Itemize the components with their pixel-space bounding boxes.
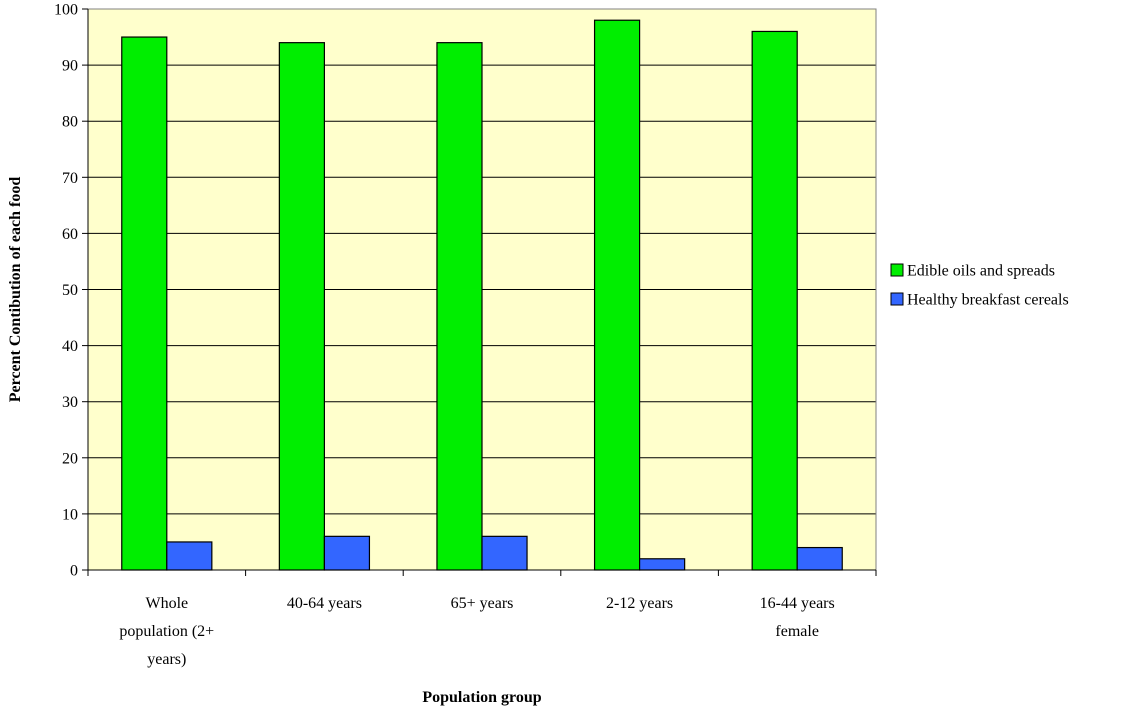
- bar-oils-4: [751, 30, 798, 571]
- y-tick-label: 10: [62, 506, 78, 523]
- legend: Edible oils and spreads Healthy breakfast…: [890, 263, 1069, 309]
- y-tick-label: 20: [62, 450, 78, 467]
- y-tick-label: 40: [62, 338, 78, 355]
- bar-oils-0: [121, 36, 168, 571]
- y-tick-label: 50: [62, 282, 78, 299]
- x-category-labels: Whole population (2+ years) 40-64 years 65+ …: [119, 595, 834, 668]
- y-tick-label: 100: [54, 2, 78, 19]
- bar-cereals-3: [638, 558, 686, 571]
- legend-label: Edible oils and spreads: [907, 263, 1055, 280]
- x-category-label: female: [775, 623, 819, 640]
- axes: [82, 8, 877, 576]
- x-category-label: Whole: [145, 595, 188, 612]
- x-category-label: 2-12 years: [606, 595, 673, 612]
- x-category-label: 16-44 years: [760, 595, 835, 612]
- y-tick-label: 60: [62, 226, 78, 243]
- y-tick-label: 80: [62, 114, 78, 131]
- y-tick-label: 30: [62, 394, 78, 411]
- y-tick-label: 0: [70, 563, 78, 580]
- bar-oils-1: [278, 42, 325, 571]
- x-category-label: years): [147, 651, 186, 668]
- bar-cereals-0: [166, 541, 213, 571]
- bar-oils-3: [593, 19, 641, 571]
- legend-swatch: [890, 263, 904, 277]
- bars: [121, 19, 843, 571]
- y-tick-label: 90: [62, 58, 78, 75]
- y-axis-title: Percent Contibution of each food: [7, 177, 24, 403]
- x-axis-title: Population group: [422, 689, 541, 706]
- bar-cereals-1: [323, 535, 371, 571]
- legend-label: Healthy breakfast cereals: [907, 292, 1069, 309]
- legend-swatch: [890, 292, 904, 306]
- x-category-label: 65+ years: [451, 595, 514, 612]
- bar-cereals-4: [796, 546, 843, 571]
- y-tick-labels: 0 10 20 30 40 50 60 70 80 90 100: [54, 2, 78, 580]
- y-tick-label: 70: [62, 170, 78, 187]
- bar-cereals-2: [481, 535, 528, 571]
- x-category-label: 40-64 years: [287, 595, 362, 612]
- x-category-label: population (2+: [119, 623, 214, 640]
- bar-oils-2: [436, 42, 483, 571]
